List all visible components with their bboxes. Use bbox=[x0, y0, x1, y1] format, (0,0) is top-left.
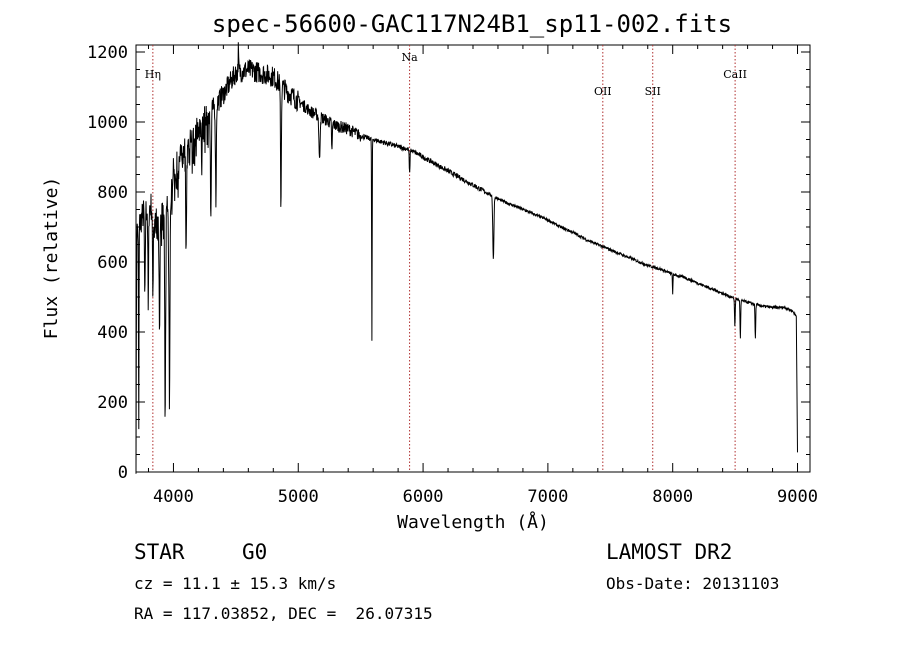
x-tick-label: 4000 bbox=[153, 487, 194, 507]
x-tick-label: 9000 bbox=[777, 487, 818, 507]
y-tick-label: 1000 bbox=[87, 113, 128, 133]
y-tick-label: 800 bbox=[97, 183, 128, 203]
x-tick-label: 7000 bbox=[527, 487, 568, 507]
x-tick-label: 8000 bbox=[652, 487, 693, 507]
spectral-line-label: OII bbox=[594, 85, 612, 98]
y-tick-label: 600 bbox=[97, 253, 128, 273]
x-axis-label: Wavelength (Å) bbox=[397, 511, 549, 533]
spectral-line-label: Hη bbox=[145, 68, 161, 81]
spectral-line-label: Na bbox=[402, 51, 419, 64]
y-tick-label: 400 bbox=[97, 323, 128, 343]
spectral-lines-layer: Hη Na OII SII CaII bbox=[145, 45, 747, 472]
observation-date: Obs-Date: 20131103 bbox=[606, 574, 780, 593]
survey-name: LAMOST DR2 bbox=[606, 540, 733, 564]
plot-frame bbox=[135, 44, 811, 473]
x-tick-label: 5000 bbox=[278, 487, 319, 507]
spectrum-layer bbox=[135, 42, 798, 474]
coordinates: RA = 117.03852, DEC = 26.07315 bbox=[134, 604, 433, 623]
x-tick-label: 6000 bbox=[403, 487, 444, 507]
redshift-cz: cz = 11.1 ± 15.3 km/s bbox=[134, 574, 337, 593]
axis-ticks-layer: 4000 5000 6000 7000 8000 9000 0 200 400 600 800 100… bbox=[87, 43, 818, 507]
y-tick-label: 200 bbox=[97, 393, 128, 413]
object-type: STAR bbox=[134, 540, 185, 564]
y-tick-label: 0 bbox=[118, 463, 128, 483]
spectral-line-label: CaII bbox=[723, 68, 747, 81]
spectral-line-label: SII bbox=[645, 85, 661, 98]
spectrum-line bbox=[135, 42, 798, 474]
object-subclass: G0 bbox=[242, 540, 268, 564]
y-tick-label: 1200 bbox=[87, 43, 128, 63]
y-axis-label: Flux (relative) bbox=[41, 177, 62, 340]
chart-title: spec-56600-GAC117N24B1_sp11-002.fits bbox=[212, 10, 732, 38]
